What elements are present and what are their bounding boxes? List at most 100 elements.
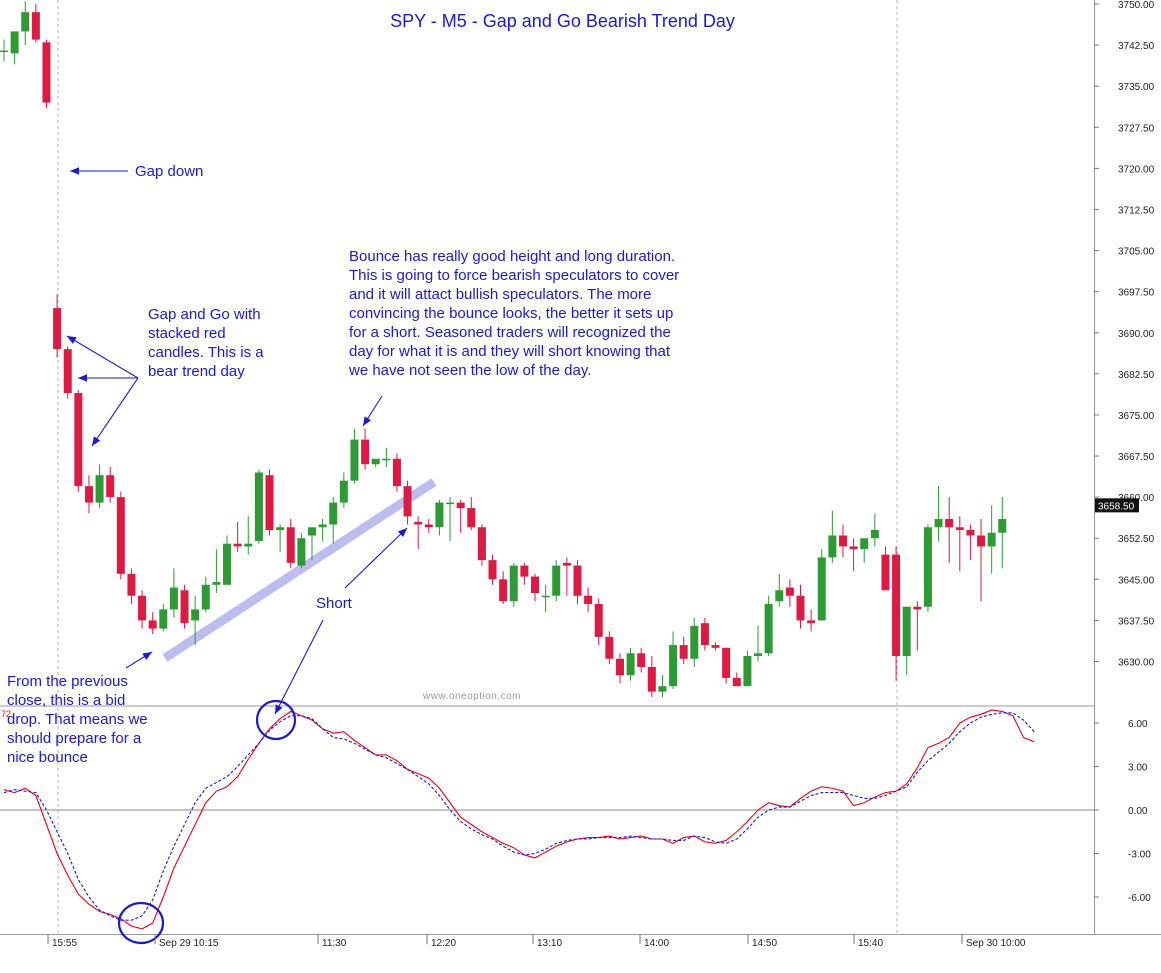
arrow-gap-and-go-1 xyxy=(66,335,139,379)
candle-up xyxy=(21,12,30,32)
candle-up xyxy=(998,519,1007,533)
candle-down xyxy=(424,524,433,528)
candle-down xyxy=(849,546,858,550)
arrowhead xyxy=(78,374,87,382)
candle-down xyxy=(605,636,614,659)
candle-down xyxy=(584,595,593,604)
candle-up xyxy=(743,656,752,687)
trendline xyxy=(162,478,437,662)
price-tick-label: 3682.50 xyxy=(1118,370,1155,381)
candle-up xyxy=(860,538,869,550)
price-tick-label: 3630.00 xyxy=(1118,658,1155,669)
last-price-box xyxy=(1095,498,1139,513)
candle-down xyxy=(700,623,709,646)
candle-up xyxy=(223,543,232,585)
time-tick-label: 11:30 xyxy=(322,938,347,949)
candle-down xyxy=(531,576,539,594)
candle-down xyxy=(807,620,816,624)
arrowhead xyxy=(92,436,101,446)
candle-down xyxy=(796,595,805,621)
price-tick-label: 3667.50 xyxy=(1118,452,1155,463)
candle-down xyxy=(63,349,72,394)
candle-down xyxy=(615,658,624,676)
candle-down xyxy=(31,12,40,40)
price-tick-label: 3727.50 xyxy=(1118,123,1155,134)
candle-down xyxy=(977,535,986,547)
arrowhead xyxy=(363,416,372,426)
price-tick-label: 3705.00 xyxy=(1118,247,1155,258)
candle-down xyxy=(477,527,486,561)
price-tick-label: 3735.00 xyxy=(1118,82,1155,93)
gap-down-note: Gap down xyxy=(135,163,204,180)
osc-tick-label: -6.00 xyxy=(1128,893,1151,904)
candle-down xyxy=(594,603,603,637)
candle-up xyxy=(446,502,455,505)
candle-up xyxy=(307,527,316,536)
osc-tick-label: 3.00 xyxy=(1128,763,1148,774)
candle-down xyxy=(722,647,731,678)
candle-down xyxy=(148,620,157,629)
candle-up xyxy=(923,527,932,607)
arrowhead xyxy=(70,167,79,175)
candle-up xyxy=(754,653,763,657)
candle-down xyxy=(106,475,115,498)
candle-down xyxy=(53,308,62,350)
candle-down xyxy=(562,562,571,566)
candle-up xyxy=(764,603,773,654)
price-tick-label: 3675.00 xyxy=(1118,411,1155,422)
candle-down xyxy=(499,579,508,602)
time-tick-label: 12:20 xyxy=(431,938,456,949)
candle-down xyxy=(42,42,51,103)
candle-up xyxy=(541,595,550,598)
candle-up xyxy=(934,519,943,528)
candle-down xyxy=(945,519,954,528)
oscillator-line-red xyxy=(3,709,1035,930)
arrow-gap-and-go-3 xyxy=(91,377,139,447)
circle-oscillator-low xyxy=(117,901,165,945)
candle-up xyxy=(329,502,338,525)
candle-down xyxy=(679,645,688,659)
candle-down xyxy=(467,508,476,528)
candle-down xyxy=(138,595,147,621)
candle-up xyxy=(902,606,911,657)
candle-down xyxy=(456,502,465,509)
candle-up xyxy=(435,502,444,528)
candle-down xyxy=(785,587,794,596)
candle-up xyxy=(10,31,19,54)
candle-down xyxy=(955,527,964,530)
candle-down xyxy=(881,554,890,591)
candle-down xyxy=(711,645,720,648)
candle-down xyxy=(84,486,93,503)
candle-down xyxy=(116,497,125,574)
candle-up xyxy=(339,480,348,503)
candle-up xyxy=(690,625,699,659)
candle-up xyxy=(159,609,168,629)
osc-tick-label: 0.00 xyxy=(1128,806,1148,817)
candle-down xyxy=(265,475,274,530)
price-tick-label: 3742.50 xyxy=(1118,41,1155,52)
candle-up xyxy=(169,587,178,610)
candle-down xyxy=(647,666,656,692)
candle-down xyxy=(392,458,401,487)
candle-up xyxy=(552,565,561,596)
osc-tick-label: 6.00 xyxy=(1128,719,1148,730)
arrowhead xyxy=(67,336,77,344)
candle-up xyxy=(212,582,221,585)
candle-up xyxy=(201,584,210,610)
candle-up xyxy=(626,653,635,676)
candle-down xyxy=(488,560,497,580)
watermark: www.oneoption.com xyxy=(423,691,521,702)
candle-up xyxy=(371,458,380,465)
candle-up xyxy=(318,524,327,528)
bid-drop-note: From the previous close, this is a bid d… xyxy=(7,673,148,766)
candle-down xyxy=(286,527,295,563)
short-note: Short xyxy=(316,595,352,612)
candle-down xyxy=(637,653,646,667)
candle-down xyxy=(573,565,582,596)
arrowhead xyxy=(142,652,152,660)
candle-up xyxy=(870,530,879,539)
candle-down xyxy=(520,565,529,577)
price-tick-label: 3690.00 xyxy=(1118,329,1155,340)
price-tick-label: 3697.50 xyxy=(1118,288,1155,299)
